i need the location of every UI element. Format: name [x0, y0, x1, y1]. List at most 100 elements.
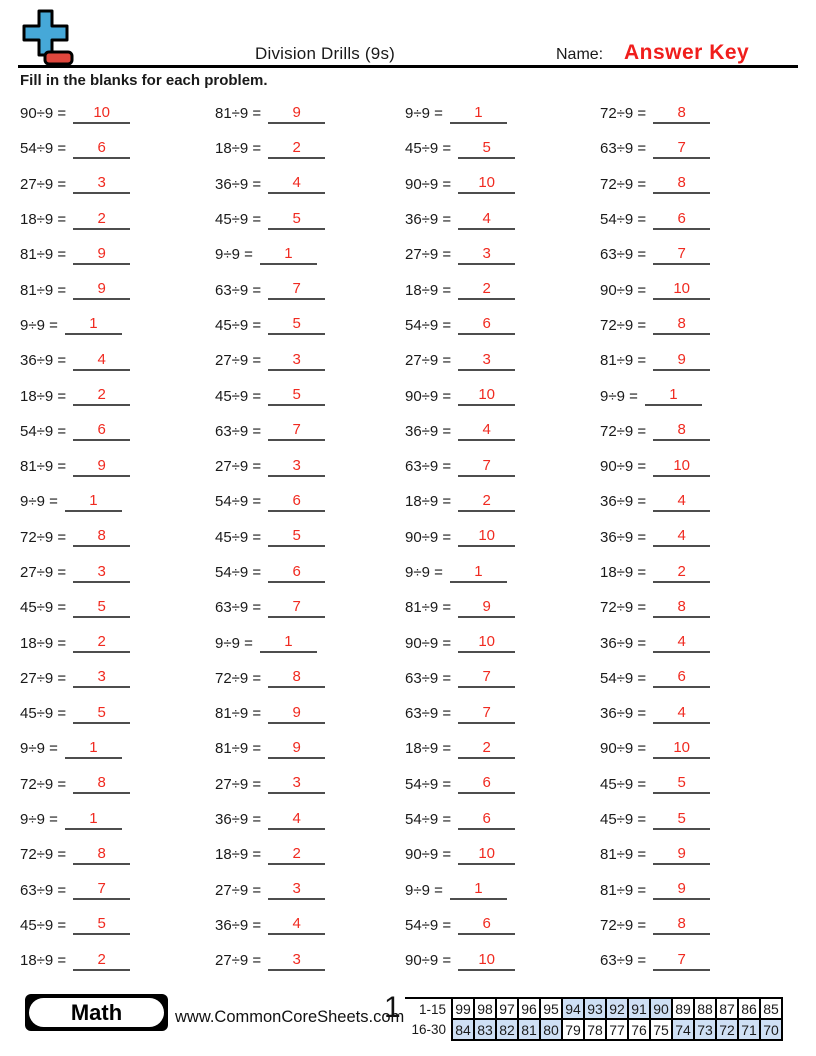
score-row: 16-30 84 83 82 81 80 79 78 77 76 75 74 73 72 71 70 [405, 1018, 783, 1041]
division-problem: 54÷9 = 6 [405, 767, 600, 802]
division-problem: 72÷9 = 8 [20, 520, 215, 555]
problem-text: 54÷9 = [20, 140, 67, 158]
page-number: 1 [384, 991, 401, 1024]
problem-text: 9÷9 = [20, 493, 58, 511]
problem-text: 90÷9 = [600, 740, 647, 758]
answer-blank: 3 [73, 668, 131, 689]
division-problem: 27÷9 = 3 [215, 767, 405, 802]
problem-text: 18÷9 = [405, 740, 452, 758]
division-problem: 54÷9 = 6 [215, 555, 405, 590]
answer-value: 1 [474, 103, 483, 121]
problem-text: 63÷9 = [215, 422, 262, 440]
problem-text: 81÷9 = [215, 740, 262, 758]
answer-blank: 1 [64, 315, 122, 336]
answer-blank: 4 [653, 633, 711, 654]
answer-value: 1 [89, 809, 98, 827]
division-problem: 72÷9 = 8 [600, 167, 790, 202]
division-problem: 90÷9 = 10 [405, 625, 600, 660]
division-problem: 9÷9 = 1 [20, 308, 215, 343]
answer-value: 2 [97, 386, 106, 404]
answer-value: 3 [482, 350, 491, 368]
answer-blank: 10 [458, 845, 516, 865]
score-cell: 90 [649, 997, 673, 1020]
answer-value: 7 [482, 456, 491, 474]
problem-text: 63÷9 = [405, 458, 452, 476]
answer-value: 6 [482, 915, 491, 933]
answer-value: 1 [669, 386, 678, 404]
score-cell: 71 [737, 1018, 761, 1041]
division-problem: 54÷9 = 6 [20, 414, 215, 449]
division-problem: 54÷9 = 6 [600, 661, 790, 696]
problem-text: 54÷9 = [405, 916, 452, 934]
answer-blank: 4 [458, 421, 516, 442]
score-cell: 91 [627, 997, 651, 1020]
answer-value: 9 [97, 456, 106, 474]
score-row: 1-15 99 98 97 96 95 94 93 92 91 90 89 88 87 86 85 [405, 997, 783, 1020]
answer-value: 4 [97, 350, 106, 368]
division-problem: 81÷9 = 9 [600, 837, 790, 872]
answer-blank: 10 [458, 527, 516, 548]
answer-blank: 8 [653, 103, 711, 124]
score-cell: 93 [583, 997, 607, 1020]
answer-value: 7 [677, 244, 686, 262]
problem-text: 27÷9 = [20, 175, 67, 193]
answer-value: 2 [97, 209, 106, 227]
answer-value: 7 [292, 280, 301, 298]
score-cell: 70 [759, 1018, 783, 1041]
problem-text: 36÷9 = [405, 211, 452, 229]
problem-text: 45÷9 = [405, 140, 452, 158]
answer-value: 4 [677, 703, 686, 721]
division-problem: 81÷9 = 9 [20, 449, 215, 484]
problem-text: 81÷9 = [20, 458, 67, 476]
answer-value: 6 [292, 491, 301, 509]
answer-value: 8 [677, 915, 686, 933]
division-problem: 27÷9 = 3 [405, 237, 600, 272]
answer-value: 9 [97, 280, 106, 298]
problem-text: 63÷9 = [215, 281, 262, 299]
answer-blank: 8 [73, 845, 131, 865]
answer-blank: 7 [73, 880, 131, 901]
answer-value: 4 [677, 491, 686, 509]
answer-blank: 2 [73, 386, 131, 407]
answer-value: 5 [97, 597, 106, 615]
problem-text: 63÷9 = [215, 599, 262, 617]
answer-blank: 6 [268, 491, 326, 512]
answer-blank: 3 [268, 350, 326, 371]
answer-value: 3 [292, 350, 301, 368]
answer-blank: 8 [73, 527, 131, 548]
answer-blank: 8 [653, 174, 711, 195]
division-problem: 9÷9 = 1 [215, 625, 405, 660]
division-problem: 18÷9 = 2 [405, 272, 600, 307]
answer-value: 8 [677, 103, 686, 121]
answer-value: 5 [292, 315, 301, 333]
problem-text: 18÷9 = [600, 564, 647, 581]
answer-blank: 2 [73, 209, 131, 230]
score-cell: 85 [759, 997, 783, 1020]
answer-value: 7 [292, 421, 301, 439]
answer-blank: 4 [268, 915, 326, 936]
answer-blank: 9 [653, 351, 711, 371]
division-problem: 63÷9 = 7 [215, 414, 405, 449]
problem-text: 90÷9 = [405, 634, 452, 652]
answer-value: 2 [482, 491, 491, 509]
answer-blank: 6 [73, 421, 131, 442]
answer-value: 9 [677, 844, 686, 862]
problem-text: 45÷9 = [600, 775, 647, 793]
problem-text: 18÷9 = [215, 140, 262, 158]
division-problem: 81÷9 = 9 [215, 731, 405, 766]
answer-blank: 2 [653, 563, 711, 583]
problem-text: 72÷9 = [600, 599, 647, 617]
answer-blank: 2 [268, 845, 326, 865]
answer-value: 7 [482, 703, 491, 721]
division-problem: 27÷9 = 3 [215, 343, 405, 378]
problem-text: 54÷9 = [405, 316, 452, 334]
problem-text: 18÷9 = [20, 387, 67, 405]
division-problem: 90÷9 = 10 [600, 272, 790, 307]
answer-blank: 9 [458, 598, 516, 618]
division-problem: 36÷9 = 4 [215, 802, 405, 837]
answer-blank: 2 [73, 633, 131, 654]
division-problem: 81÷9 = 9 [215, 96, 405, 131]
answer-blank: 6 [653, 210, 711, 230]
problem-column-2: 81÷9 = 9 18÷9 = 2 36÷9 = 4 45÷9 = 5 9÷9 = 1 63÷9 =… [215, 96, 405, 978]
